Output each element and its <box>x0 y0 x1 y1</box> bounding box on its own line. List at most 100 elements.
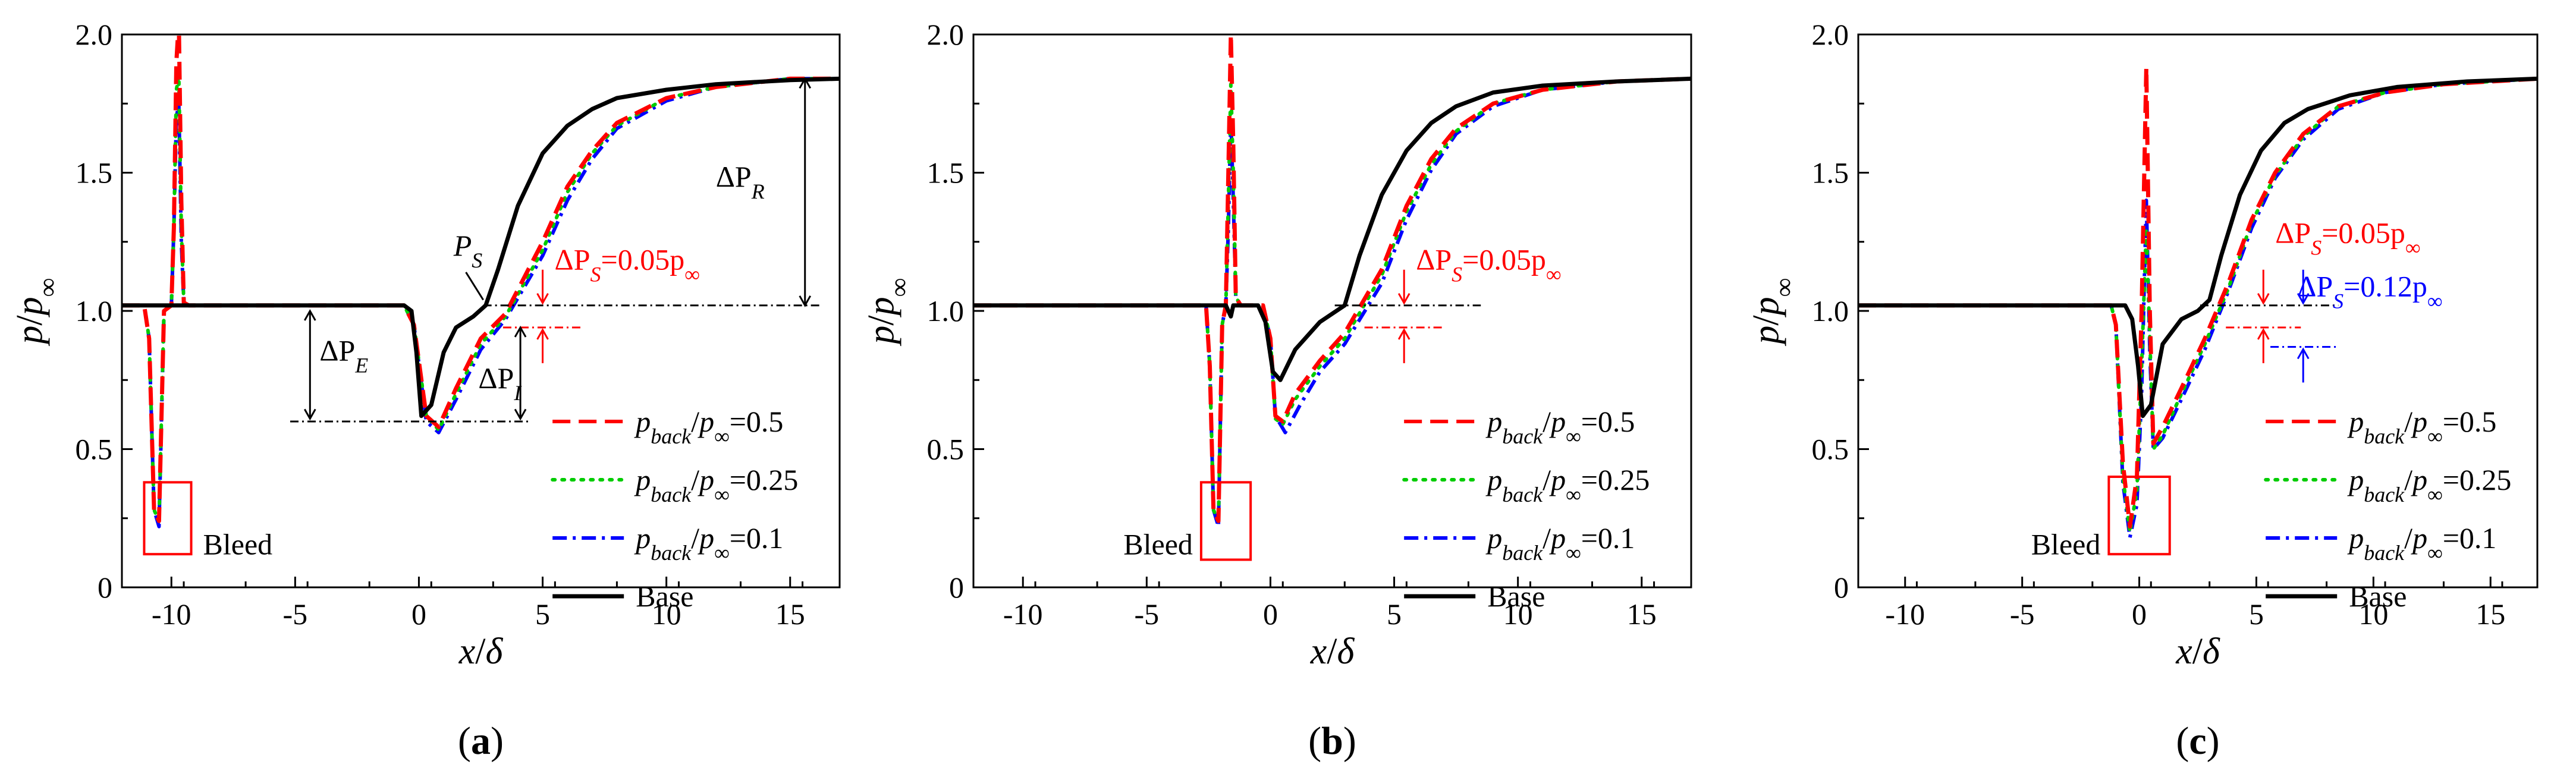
x-tick-label: 0 <box>2132 597 2147 631</box>
dps-label: ΔPS=0.05p∞ <box>1416 243 1561 287</box>
x-axis-label: x/δ <box>1310 631 1355 672</box>
y-tick-label: 1.0 <box>927 294 965 328</box>
series-line-base <box>1858 76 2537 419</box>
legend-label-p05: pback/p∞=0.5 <box>2347 405 2496 448</box>
y-tick-label: 0 <box>98 571 112 604</box>
dpi-label: ΔPI <box>478 361 522 405</box>
x-tick-label: 0 <box>1263 597 1278 631</box>
ps-label: PS <box>453 229 483 272</box>
dpr-arrowhead-top <box>799 77 812 89</box>
y-tick-label: 2.0 <box>927 18 965 51</box>
legend-label-p025: pback/p∞=0.25 <box>2347 463 2511 506</box>
x-tick-label: 15 <box>775 597 805 631</box>
dps-arrowhead-up <box>1397 328 1410 340</box>
bleed-label: Bleed <box>203 527 273 561</box>
series-line-p05 <box>1858 65 2537 529</box>
x-tick-label: 5 <box>2249 597 2264 631</box>
y-axis-label: p/p∞ <box>861 278 914 346</box>
panel-label: (c) <box>2176 719 2219 763</box>
series-line-p025 <box>122 74 840 523</box>
x-tick-label: -10 <box>1885 597 1925 631</box>
y-tick-label: 2.0 <box>1812 18 1849 51</box>
dps-arrowhead-down <box>2257 292 2270 305</box>
dps2-arrowhead-down <box>2297 292 2310 305</box>
series-line-p05 <box>122 34 840 523</box>
legend-label-base: Base <box>636 580 693 613</box>
bleed-box <box>143 481 193 556</box>
series-line-base <box>973 76 1691 382</box>
axes-frame <box>972 33 1692 589</box>
y-axis-label: p/p∞ <box>10 278 62 346</box>
legend-label-base: Base <box>2349 580 2407 613</box>
legend-label-p01: pback/p∞=0.1 <box>1485 521 1635 565</box>
bleed-label: Bleed <box>1123 527 1193 561</box>
legend-label-p01: pback/p∞=0.1 <box>2347 521 2496 565</box>
dpe-arrowhead-bottom <box>304 408 316 421</box>
y-tick-label: 1.0 <box>76 294 113 328</box>
legend-label-p05: pback/p∞=0.5 <box>1485 405 1635 448</box>
dpi-arrowhead-top <box>514 325 527 338</box>
plot-area <box>122 34 840 528</box>
x-tick-label: 15 <box>2476 597 2505 631</box>
y-tick-label: 0.5 <box>76 433 113 466</box>
dpe-arrowhead-top <box>304 309 316 321</box>
x-tick-label: 10 <box>652 597 681 631</box>
y-tick-label: 0 <box>1834 571 1849 604</box>
plot-area <box>973 34 1691 528</box>
x-tick-label: -10 <box>1003 597 1043 631</box>
x-tick-label: -5 <box>283 597 308 631</box>
series-line-base <box>122 76 840 419</box>
dps-arrowhead-down <box>1397 292 1410 305</box>
series-line-p01 <box>122 77 840 528</box>
panel-label: (b) <box>1308 719 1356 763</box>
y-tick-label: 0.5 <box>1812 433 1849 466</box>
x-axis-label: x/δ <box>2175 631 2220 672</box>
series-line-p05 <box>973 34 1691 523</box>
legend-label-base: Base <box>1487 580 1545 613</box>
x-tick-label: 5 <box>1387 597 1402 631</box>
dps2-label: ΔPS=0.12p∞ <box>2297 270 2442 313</box>
y-tick-label: 0 <box>949 571 964 604</box>
dps-label: ΔPS=0.05p∞ <box>555 243 700 287</box>
dps-arrowhead-up <box>2257 328 2270 340</box>
x-tick-label: 15 <box>1627 597 1657 631</box>
x-tick-label: -10 <box>152 597 191 631</box>
y-tick-label: 2.0 <box>76 18 113 51</box>
dpi-arrowhead-bottom <box>514 408 527 421</box>
ps-arrow <box>465 272 484 301</box>
x-axis-label: x/δ <box>458 631 504 672</box>
y-tick-label: 0.5 <box>927 433 965 466</box>
dpe-label: ΔPE <box>319 334 368 377</box>
x-tick-label: -5 <box>2010 597 2035 631</box>
x-tick-label: 10 <box>1503 597 1533 631</box>
x-tick-label: 5 <box>535 597 550 631</box>
panel-label: (a) <box>458 719 504 763</box>
dpr-label: ΔPR <box>716 160 765 203</box>
bleed-box <box>1199 481 1252 561</box>
bleed-box <box>2107 476 2171 556</box>
panel-c: -10 -5 0 5 10 15 0 0.5 1.0 1.5 2.0 x/δ p/p∞ (c) pback/… <box>1746 18 2539 763</box>
series-line-p01 <box>973 77 1691 528</box>
dpr-arrowhead-bottom <box>799 295 812 307</box>
x-tick-label: 0 <box>411 597 426 631</box>
y-tick-label: 1.5 <box>927 156 965 190</box>
panel-b: -10 -5 0 5 10 15 0 0.5 1.0 1.5 2.0 x/δ p/p∞ (b) pback/… <box>861 18 1692 763</box>
y-tick-label: 1.5 <box>76 156 113 190</box>
legend-label-p025: pback/p∞=0.25 <box>1485 463 1650 506</box>
bleed-label: Bleed <box>2031 527 2101 561</box>
panel-a: -10 -5 0 5 10 15 0 0.5 1.0 1.5 2.0 x/δ p/p∞ (a) pback/… <box>10 18 841 763</box>
legend-label-p01: pback/p∞=0.1 <box>634 521 783 565</box>
plot-area <box>1858 65 2537 540</box>
x-tick-label: -5 <box>1135 597 1160 631</box>
dps-arrowhead-up <box>536 328 549 340</box>
dps2-arrowhead-up <box>2297 347 2310 360</box>
dps-arrowhead-down <box>536 292 549 305</box>
y-tick-label: 1.0 <box>1812 294 1849 328</box>
legend-label-p025: pback/p∞=0.25 <box>634 463 798 506</box>
series-line-p025 <box>973 77 1691 523</box>
legend-label-p05: pback/p∞=0.5 <box>634 405 783 448</box>
x-tick-label: 10 <box>2358 597 2388 631</box>
y-tick-label: 1.5 <box>1812 156 1849 190</box>
